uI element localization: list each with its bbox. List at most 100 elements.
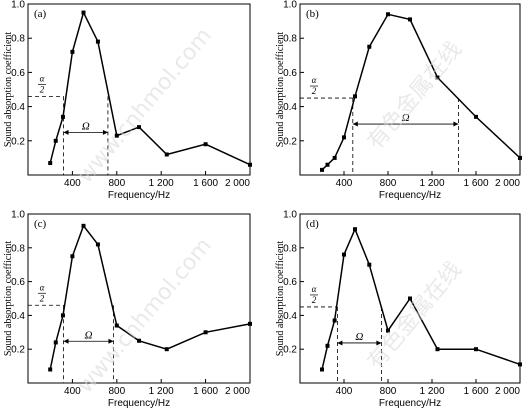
data-point	[353, 227, 357, 232]
x-tick-label: 800	[380, 178, 397, 189]
data-point	[137, 338, 141, 343]
y-tick-label: 0.8	[283, 243, 297, 254]
data-point	[332, 155, 337, 160]
data-point	[435, 347, 440, 352]
y-tick-label: 0.8	[11, 243, 25, 254]
y-tick-label: 0.2	[283, 345, 297, 356]
chart-panel-4: 0.2 0.4 0.6 0.8 1.0 400 800 1 200 1 600 2 000 Freq…	[275, 210, 522, 409]
data-point	[164, 347, 169, 352]
x-tick-label: 800	[108, 386, 125, 397]
data-point	[353, 94, 357, 99]
x-axis-label: Frequency/Hz	[379, 398, 441, 409]
omega-arrow-right	[108, 338, 114, 344]
x-tick-label: 2 000	[225, 178, 250, 189]
plot-frame	[299, 213, 521, 384]
y-tick-label: 0.8	[11, 34, 25, 45]
x-tick-label: 2 000	[495, 178, 520, 189]
omega-arrow-left	[63, 338, 69, 344]
data-point	[95, 39, 100, 44]
panel-label: (a)	[34, 8, 47, 20]
x-axis-label: Frequency/Hz	[108, 190, 170, 201]
x-axis-label: Frequency/Hz	[108, 398, 170, 409]
data-point	[248, 162, 252, 167]
panel-label: (d)	[306, 218, 319, 230]
x-tick-label: 800	[380, 386, 397, 397]
data-point	[60, 114, 65, 119]
data-point	[474, 347, 478, 352]
data-point	[386, 328, 390, 333]
plot-frame	[27, 3, 251, 176]
plot-frame	[27, 213, 251, 384]
data-point	[53, 340, 58, 345]
x-axis-label: Frequency/Hz	[379, 190, 441, 201]
data-point	[518, 155, 522, 160]
data-point	[81, 223, 86, 228]
data-point	[408, 17, 412, 22]
data-point	[114, 323, 119, 328]
alpha-numerator: α	[312, 284, 317, 294]
y-tick-label: 0.2	[11, 345, 25, 356]
y-tick-label: 0.8	[283, 34, 297, 45]
plot-frame	[299, 3, 521, 176]
data-point	[332, 318, 337, 323]
x-tick-label: 1 600	[463, 386, 488, 397]
data-point	[320, 367, 324, 372]
watermark-text: www.cnhmol.com	[73, 24, 217, 189]
data-point	[81, 10, 86, 15]
data-point	[408, 296, 412, 301]
omega-label: Ω	[402, 112, 410, 124]
data-point	[386, 12, 390, 17]
y-axis-label: Sound absorption coefficient	[3, 241, 14, 357]
y-tick-label: 0.4	[11, 311, 25, 322]
data-point	[435, 75, 440, 80]
alpha-denominator: 2	[40, 84, 45, 94]
y-tick-label: 0.2	[11, 136, 25, 147]
chart-panel-1: 0.2 0.4 0.6 0.8 1.0 400 800 1 200 1 600 2 000 Freq…	[3, 0, 252, 201]
watermark-text: www.cnhmol.com	[73, 234, 217, 399]
panel-label: (c)	[34, 218, 47, 230]
x-tick-label: 1 600	[463, 178, 488, 189]
y-tick-label: 0.6	[11, 277, 25, 288]
omega-label: Ω	[355, 331, 363, 343]
alpha-numerator: α	[40, 282, 45, 292]
x-tick-label: 1 200	[149, 178, 174, 189]
x-tick-label: 1 600	[193, 386, 218, 397]
data-point	[48, 367, 53, 372]
data-point	[137, 125, 141, 130]
alpha-numerator: α	[312, 75, 317, 85]
omega-label: Ω	[85, 329, 93, 341]
y-axis-label: Sound absorption coefficient	[3, 32, 14, 148]
y-axis-label: Sound absorption coefficient	[275, 241, 286, 357]
data-point	[320, 167, 324, 172]
data-point	[203, 142, 208, 147]
y-tick-label: 1.0	[11, 0, 25, 11]
data-point	[367, 44, 372, 49]
y-tick-label: 0.4	[283, 311, 297, 322]
y-tick-label: 0.4	[11, 102, 25, 113]
data-point	[48, 161, 53, 166]
data-point	[53, 138, 58, 143]
data-point	[367, 262, 372, 267]
data-point	[60, 313, 65, 318]
x-tick-label: 2 000	[495, 386, 520, 397]
x-tick-label: 1 600	[193, 178, 218, 189]
data-point	[248, 321, 252, 326]
watermark-text: 有色金属在线	[363, 257, 467, 374]
y-tick-label: 0.2	[283, 136, 297, 147]
x-tick-label: 400	[336, 178, 353, 189]
data-point	[164, 152, 169, 157]
omega-label: Ω	[82, 120, 90, 132]
data-point	[518, 362, 522, 367]
x-tick-label: 800	[108, 178, 125, 189]
data-point	[325, 343, 330, 348]
alpha-denominator: 2	[312, 295, 317, 305]
omega-arrow-right	[102, 129, 108, 135]
data-point	[95, 242, 100, 247]
y-axis-label: Sound absorption coefficient	[275, 32, 286, 148]
x-tick-label: 1 200	[419, 386, 444, 397]
omega-arrow-left	[352, 121, 358, 127]
chart-panel-3: 0.2 0.4 0.6 0.8 1.0 400 800 1 200 1 600 2 000 Freq…	[3, 210, 252, 409]
x-tick-label: 400	[336, 386, 353, 397]
panel-label: (b)	[306, 8, 319, 20]
